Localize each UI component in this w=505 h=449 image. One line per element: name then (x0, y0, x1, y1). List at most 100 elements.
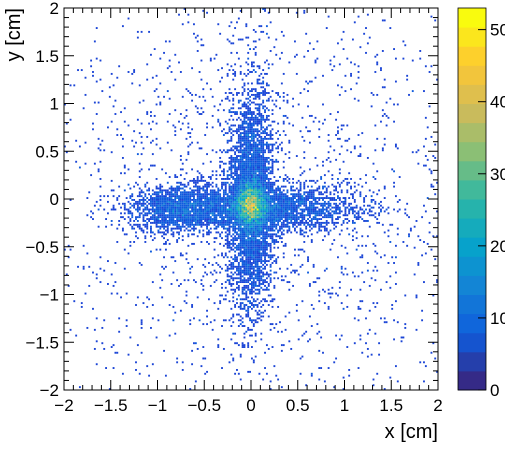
heatmap-bin (209, 88, 212, 91)
heatmap-bin (155, 197, 158, 199)
heatmap-bin (161, 199, 164, 201)
heatmap-bin (269, 246, 272, 249)
heatmap-bin (423, 90, 425, 93)
heatmap-bin (271, 199, 274, 201)
heatmap-bin (236, 51, 238, 54)
heatmap-bin (249, 262, 251, 264)
heatmap-bin (151, 216, 154, 219)
heatmap-bin (333, 221, 336, 224)
heatmap-bin (258, 107, 261, 110)
heatmap-bin (252, 164, 255, 167)
heatmap-bin (314, 216, 317, 219)
heatmap-bin (226, 139, 229, 142)
heatmap-bin (193, 189, 195, 192)
heatmap-bin (436, 235, 438, 238)
heatmap-bin (110, 292, 113, 295)
heatmap-bin (310, 304, 313, 306)
heatmap-bin (275, 214, 278, 217)
heatmap-bin (239, 149, 242, 152)
heatmap-bin (236, 204, 238, 207)
heatmap-bin (256, 212, 259, 215)
heatmap-bin (232, 197, 235, 199)
heatmap-bin (299, 166, 302, 169)
heatmap-bin (265, 214, 268, 217)
heatmap-bin (224, 97, 227, 100)
heatmap-bin (277, 206, 280, 209)
heatmap-bin (312, 212, 315, 215)
heatmap-bin (303, 210, 306, 213)
heatmap-bin (217, 231, 220, 234)
heatmap-bin (303, 199, 306, 201)
heatmap-bin (288, 202, 291, 205)
heatmap-bin (292, 124, 295, 127)
heatmap-bin (204, 210, 207, 213)
heatmap-bin (269, 218, 272, 221)
heatmap-bin (333, 185, 336, 188)
heatmap-bin (226, 227, 229, 230)
heatmap-bin (308, 130, 311, 133)
heatmap-bin (376, 170, 379, 173)
heatmap-bin (241, 113, 244, 115)
heatmap-bin (241, 342, 244, 345)
heatmap-bin (331, 177, 334, 180)
heatmap-bin (121, 216, 124, 219)
heatmap-bin (260, 185, 263, 188)
heatmap-bin (237, 135, 240, 138)
heatmap-bin (260, 204, 263, 207)
heatmap-bin (331, 183, 334, 186)
heatmap-bin (338, 202, 341, 205)
heatmap-bin (346, 191, 349, 194)
heatmap-bin (249, 218, 251, 221)
heatmap-bin (213, 195, 216, 198)
heatmap-bin (226, 95, 229, 98)
heatmap-bin (260, 258, 263, 261)
heatmap-bin (256, 65, 259, 68)
heatmap-bin (247, 273, 250, 276)
heatmap-bin (271, 170, 274, 173)
heatmap-bin (198, 210, 201, 213)
heatmap-bin (387, 212, 390, 215)
heatmap-bin (258, 199, 261, 201)
heatmap-bin (138, 101, 141, 104)
heatmap-bin (163, 216, 165, 219)
heatmap-bin (252, 225, 255, 228)
heatmap-bin (258, 233, 261, 236)
heatmap-bin (209, 199, 212, 201)
heatmap-bin (254, 269, 257, 272)
heatmap-bin (247, 69, 250, 72)
heatmap-bin (172, 220, 175, 222)
heatmap-bin (198, 199, 201, 201)
heatmap-bin (286, 267, 289, 270)
heatmap-bin (226, 132, 229, 135)
heatmap-bin (308, 204, 311, 207)
heatmap-bin (187, 279, 190, 282)
heatmap-bin (97, 101, 100, 104)
heatmap-bin (215, 177, 218, 180)
heatmap-bin (254, 210, 257, 213)
heatmap-bin (131, 193, 134, 196)
heatmap-bin (183, 300, 186, 303)
heatmap-bin (215, 271, 218, 274)
heatmap-bin (252, 305, 255, 308)
heatmap-bin (168, 65, 171, 68)
heatmap-bin (254, 185, 257, 188)
heatmap-bin (237, 168, 240, 171)
heatmap-bin (153, 193, 156, 196)
heatmap-bin (228, 300, 231, 303)
heatmap-bin (239, 177, 242, 180)
heatmap-bin (252, 147, 255, 150)
heatmap-bin (323, 202, 326, 205)
heatmap-bin (344, 206, 347, 209)
heatmap-bin (277, 179, 280, 182)
heatmap-bin (206, 11, 208, 14)
heatmap-bin (245, 263, 248, 266)
heatmap-bin (146, 189, 149, 192)
heatmap-bin (187, 122, 190, 125)
heatmap-bin (264, 367, 266, 369)
heatmap-bin (237, 227, 240, 230)
heatmap-bin (301, 202, 304, 205)
heatmap-bin (252, 277, 255, 280)
heatmap-bin (299, 204, 302, 207)
heatmap-bin (239, 38, 242, 41)
heatmap-bin (219, 214, 222, 217)
